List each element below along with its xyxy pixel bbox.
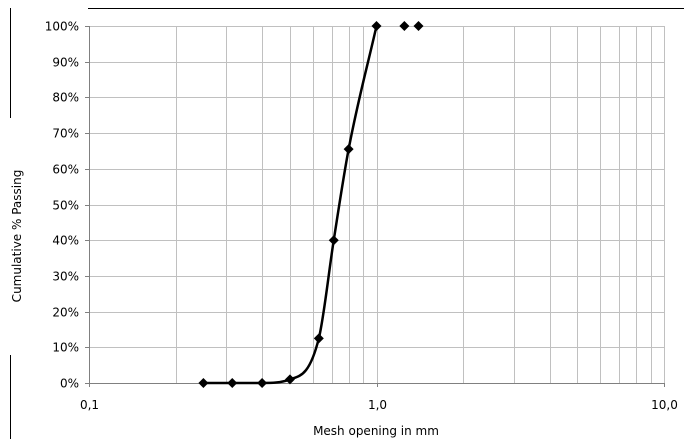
x-axis-tick-labels: 0,1 1,0 10,0 — [80, 383, 678, 412]
y-tick-label: 50% — [52, 199, 79, 213]
y-tick-label: 80% — [52, 91, 79, 105]
y-tick-label: 0% — [60, 377, 79, 391]
data-point-marker — [227, 378, 237, 388]
x-tick-label: 1,0 — [368, 398, 387, 412]
data-point-marker — [285, 374, 295, 384]
data-point-marker — [257, 378, 267, 388]
data-point-marker — [414, 21, 424, 31]
data-point-marker — [344, 144, 354, 154]
series-layer — [198, 21, 423, 388]
y-axis-tick-labels: 0% 10% 20% 30% 40% 50% 60% 70% 80% 90% 100% — [45, 20, 89, 391]
y-tick-label: 100% — [45, 20, 79, 34]
y-tick-label: 30% — [52, 270, 79, 284]
y-tick-label: 60% — [52, 163, 79, 177]
y-tick-label: 90% — [52, 56, 79, 70]
plot-frame — [11, 8, 684, 439]
data-point-marker — [399, 21, 409, 31]
y-tick-label: 10% — [52, 341, 79, 355]
data-point-marker — [329, 235, 339, 245]
y-tick-label: 40% — [52, 234, 79, 248]
x-tick-label: 10,0 — [651, 398, 678, 412]
y-tick-label: 20% — [52, 306, 79, 320]
data-point-marker — [314, 333, 324, 343]
x-tick-label: 0,1 — [80, 398, 99, 412]
grading-curve-line — [203, 26, 376, 383]
y-tick-label: 70% — [52, 127, 79, 141]
x-axis-label: Mesh opening in mm — [313, 424, 439, 438]
data-point-marker — [198, 378, 208, 388]
data-point-marker — [372, 21, 382, 31]
grid-layer — [89, 26, 665, 384]
y-axis-label: Cumulative % Passing — [10, 170, 24, 303]
